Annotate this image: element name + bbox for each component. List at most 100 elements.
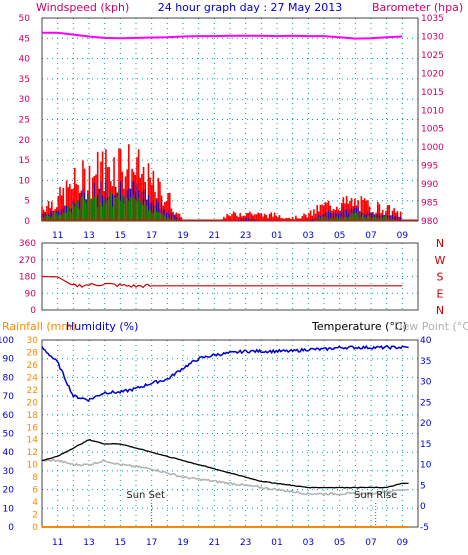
x-tick-label: 13: [83, 231, 94, 241]
x-tick-label: 15: [115, 538, 126, 548]
wind-series: [41, 144, 418, 221]
temperature-y-tick: 35: [420, 357, 431, 367]
rainfall-y-tick: 26: [27, 361, 39, 371]
data-series: [41, 31, 418, 528]
humidity-y-tick: 20: [3, 486, 15, 496]
direction-y-tick: 360: [19, 239, 36, 249]
temperature-y-tick: 5: [420, 481, 426, 491]
x-tick-label: 19: [177, 231, 189, 241]
wind-y-tick: 5: [24, 197, 30, 207]
humidity-y-tick: 30: [3, 467, 15, 477]
barometer-y-tick: 1025: [421, 51, 444, 61]
humidity-y-tick: 10: [3, 504, 15, 514]
wind-y-tick: 25: [19, 116, 30, 126]
humidity-line: [41, 344, 409, 403]
sunset-label: Sun Set: [126, 490, 165, 501]
direction-y-tick: 180: [19, 273, 36, 283]
barometer-line: [42, 31, 403, 40]
temperature-y-tick: 30: [420, 378, 432, 388]
direction-y-tick: 0: [30, 306, 36, 316]
temperature-y-tick: -5: [420, 523, 429, 533]
x-tick-label: 23: [240, 231, 251, 241]
x-tick-label: 09: [397, 231, 409, 241]
windspeed-title: Windspeed (kph): [36, 1, 129, 14]
barometer-y-tick: 1015: [421, 88, 444, 98]
barometer-y-tick: 1005: [421, 125, 444, 135]
temperature-y-tick: 0: [420, 502, 426, 512]
x-tick-label: 17: [146, 231, 157, 241]
temperature-y-tick: 15: [420, 440, 431, 450]
barometer-y-tick: 1010: [421, 106, 444, 116]
axis-tick-labels: 0510152025303540455098098599099510001005…: [0, 14, 446, 548]
rainfall-y-tick: 16: [27, 423, 39, 433]
wind-y-tick: 40: [19, 55, 31, 65]
humidity-y-tick: 40: [3, 448, 15, 458]
temperature-y-tick: 20: [420, 419, 432, 429]
humidity-y-tick: 90: [3, 355, 15, 365]
compass-label: N: [436, 237, 444, 250]
x-tick-label: 03: [303, 231, 314, 241]
x-tick-label: 17: [146, 538, 157, 548]
x-tick-label: 23: [240, 538, 251, 548]
x-tick-label: 01: [271, 538, 282, 548]
rainfall-y-tick: 28: [27, 348, 39, 358]
x-tick-label: 05: [334, 538, 345, 548]
rainfall-y-tick: 22: [27, 386, 38, 396]
graph-title: 24 hour graph day : 27 May 2013: [158, 1, 343, 14]
wind-y-tick: 35: [19, 75, 30, 85]
rainfall-y-tick: 14: [27, 436, 39, 446]
barometer-y-tick: 1020: [421, 69, 444, 79]
direction-y-tick: 270: [19, 256, 36, 266]
x-tick-label: 03: [303, 538, 314, 548]
humidity-y-tick: 70: [3, 392, 15, 402]
x-tick-label: 15: [115, 231, 126, 241]
temperature-title: Temperature (°C): [311, 320, 407, 333]
dewpoint-title: Dew Point (°C): [394, 320, 468, 333]
temperature-y-tick: 10: [420, 461, 432, 471]
humidity-y-tick: 100: [0, 336, 14, 346]
direction-line: [41, 275, 403, 289]
x-tick-label: 11: [52, 231, 63, 241]
rainfall-y-tick: 0: [32, 523, 38, 533]
barometer-y-tick: 1000: [421, 143, 444, 153]
x-tick-label: 05: [334, 231, 345, 241]
barometer-y-tick: 985: [421, 199, 438, 209]
x-tick-label: 11: [52, 538, 63, 548]
x-tick-label: 21: [209, 538, 220, 548]
compass-label: E: [437, 287, 444, 300]
compass-label: N: [436, 304, 444, 317]
barometer-y-tick: 980: [421, 217, 438, 227]
barometer-title: Barometer (hpa): [372, 1, 463, 14]
wind-y-tick: 20: [19, 136, 31, 146]
wind-y-tick: 15: [19, 156, 30, 166]
humidity-y-tick: 0: [8, 523, 14, 533]
wind-y-tick: 0: [24, 217, 30, 227]
wind-y-tick: 30: [19, 95, 31, 105]
rainfall-y-tick: 2: [32, 511, 38, 521]
x-tick-label: 01: [271, 231, 282, 241]
sunrise-label: Sun Rise: [354, 490, 397, 501]
wind-y-tick: 45: [19, 34, 30, 44]
temperature-y-tick: 25: [420, 398, 431, 408]
barometer-y-tick: 1035: [421, 14, 444, 24]
x-tick-label: 21: [209, 231, 220, 241]
compass-label: S: [437, 271, 444, 284]
grid-lines: [42, 17, 418, 528]
barometer-y-tick: 990: [421, 180, 438, 190]
compass-label: W: [435, 254, 446, 267]
rainfall-y-tick: 6: [32, 486, 38, 496]
rainfall-y-tick: 30: [27, 336, 39, 346]
rainfall-y-tick: 10: [27, 461, 39, 471]
rainfall-y-tick: 4: [32, 498, 38, 508]
rainfall-y-tick: 12: [27, 448, 38, 458]
sun-markers: Sun Set Sun Rise: [126, 490, 397, 527]
temperature-y-tick: 40: [420, 336, 432, 346]
rainfall-y-tick: 18: [27, 411, 39, 421]
rainfall-y-tick: 24: [27, 373, 39, 383]
humidity-title: Humidity (%): [66, 320, 138, 333]
x-tick-label: 07: [365, 538, 376, 548]
wind-y-tick: 10: [19, 176, 31, 186]
barometer-y-tick: 995: [421, 162, 438, 172]
wind-y-tick: 50: [19, 14, 31, 24]
